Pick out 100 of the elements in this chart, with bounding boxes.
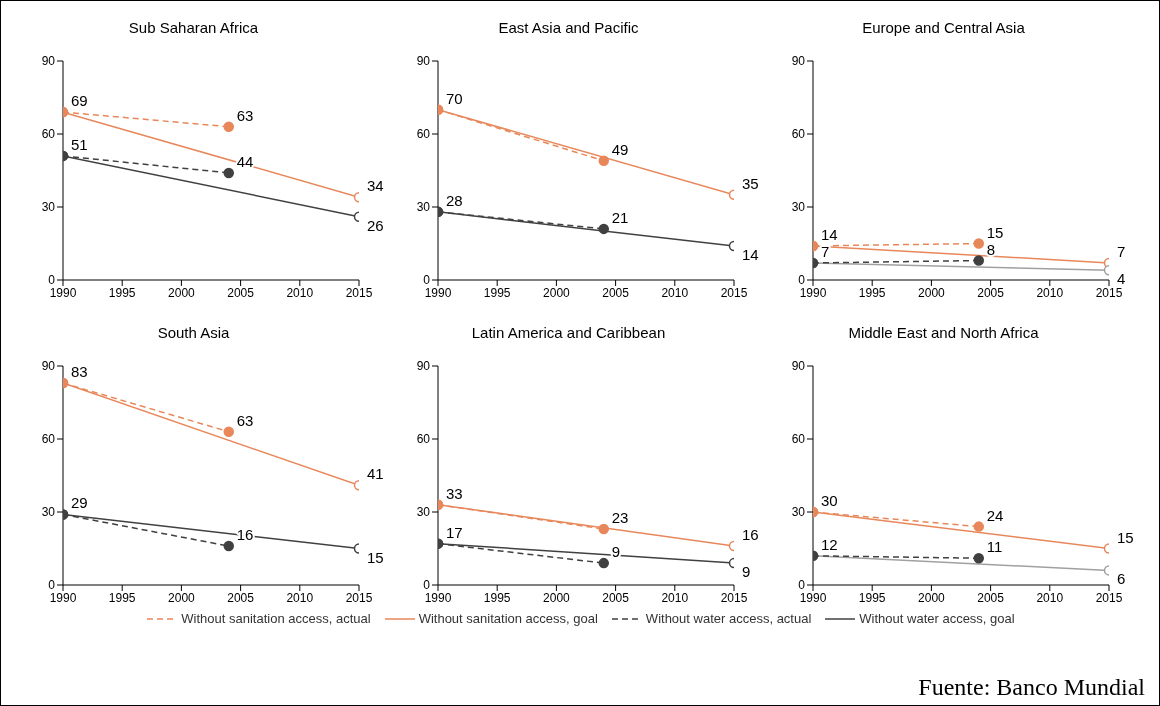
legend-label: Without water access, goal [858,611,1015,626]
x-tick-label: 1990 [799,285,827,300]
y-tick-label: 60 [791,127,806,142]
data-label: 26 [367,216,384,234]
y-tick-label: 90 [416,54,431,69]
data-label: 69 [71,92,88,110]
data-label: 15 [1117,528,1134,546]
data-label: 33 [446,484,463,502]
data-label: 15 [986,223,1004,241]
x-tick-label: 1990 [424,285,452,300]
x-tick-label: 2000 [543,285,571,300]
y-tick-label: 30 [41,200,56,215]
legend-label: Without sanitation access, actual [180,611,371,626]
x-tick-label: 2010 [661,285,689,300]
data-label: 24 [986,506,1004,524]
x-tick-label: 1995 [483,285,511,300]
data-label: 28 [446,191,463,209]
x-tick-label: 1995 [858,590,886,605]
x-tick-label: 2010 [1036,590,1064,605]
x-tick-label: 1995 [108,285,136,300]
data-label: 17 [446,523,463,541]
source-note: Fuente: Banco Mundial [918,674,1145,701]
data-label: 6 [1117,570,1126,588]
data-label: 70 [446,89,463,107]
y-tick-label: 90 [791,54,806,69]
data-label: 30 [821,492,838,509]
data-label: 4 [1117,270,1126,288]
data-label: 21 [611,208,629,226]
x-tick-label: 2015 [1095,590,1123,605]
y-tick-label: 0 [798,273,806,288]
data-label: 11 [986,538,1003,556]
y-tick-label: 30 [416,200,431,215]
data-label: 7 [821,242,830,260]
x-tick-label: 2010 [1036,285,1064,300]
chart-title: Europe and Central Asia [861,19,1026,38]
x-tick-label: 2015 [1095,285,1123,300]
data-label: 83 [71,363,88,381]
legend-label: Without sanitation access, goal [417,611,598,626]
x-tick-label: 2005 [227,590,255,605]
x-tick-label: 2005 [977,590,1005,605]
y-tick-label: 0 [423,273,431,288]
y-tick-label: 0 [423,578,431,593]
x-tick-label: 2010 [661,590,689,605]
data-label: 49 [611,140,629,158]
y-tick-label: 90 [41,54,56,69]
y-tick-label: 90 [791,359,806,374]
data-label: 34 [367,177,384,195]
data-label: 63 [236,411,254,429]
legend-label: Without water access, actual [644,611,812,626]
x-tick-label: 2000 [918,590,946,605]
data-label: 14 [821,225,838,243]
x-tick-label: 1990 [799,590,827,605]
x-tick-label: 2015 [720,285,748,300]
x-tick-label: 2005 [602,285,630,300]
chart-title: South Asia [156,324,231,343]
data-label: 16 [742,526,759,544]
data-label: 7 [1117,242,1126,260]
x-tick-label: 1995 [858,285,886,300]
y-tick-label: 60 [416,127,431,142]
y-tick-label: 0 [798,578,806,593]
x-tick-label: 2010 [286,590,314,605]
x-tick-label: 1995 [483,590,511,605]
x-tick-label: 2015 [345,590,373,605]
y-tick-label: 30 [791,200,806,215]
x-tick-label: 2010 [286,285,314,300]
data-label: 51 [71,135,88,153]
data-label: 14 [742,245,759,263]
chart-title: East Asia and Pacific [497,19,640,38]
y-tick-label: 0 [48,578,56,593]
y-tick-label: 30 [416,505,431,520]
data-label: 41 [367,465,384,483]
x-tick-label: 1990 [49,285,77,300]
y-tick-label: 30 [41,505,56,520]
y-tick-label: 90 [41,359,56,374]
x-tick-label: 2015 [345,285,373,300]
y-tick-label: 30 [791,505,806,520]
data-label: 12 [821,535,838,553]
x-tick-label: 1990 [424,590,452,605]
y-tick-label: 60 [41,432,56,447]
x-tick-label: 2005 [977,285,1005,300]
data-label: 8 [986,240,996,258]
y-tick-label: 90 [416,359,431,374]
x-tick-label: 1995 [108,590,136,605]
x-tick-label: 2015 [720,590,748,605]
y-tick-label: 60 [41,127,56,142]
x-tick-label: 2000 [168,285,196,300]
x-tick-label: 2005 [227,285,255,300]
x-tick-label: 2000 [168,590,196,605]
x-tick-label: 2000 [918,285,946,300]
data-label: 23 [611,509,629,527]
chart-title: Middle East and North Africa [847,324,1040,343]
data-label: 29 [71,494,88,512]
chart-title: Latin America and Caribbean [470,324,667,343]
data-label: 63 [236,106,254,124]
y-tick-label: 60 [791,432,806,447]
x-tick-label: 1990 [49,590,77,605]
data-label: 15 [367,548,384,566]
chart-title: Sub Saharan Africa [127,19,260,38]
data-label: 35 [742,174,759,192]
y-tick-label: 0 [48,273,56,288]
